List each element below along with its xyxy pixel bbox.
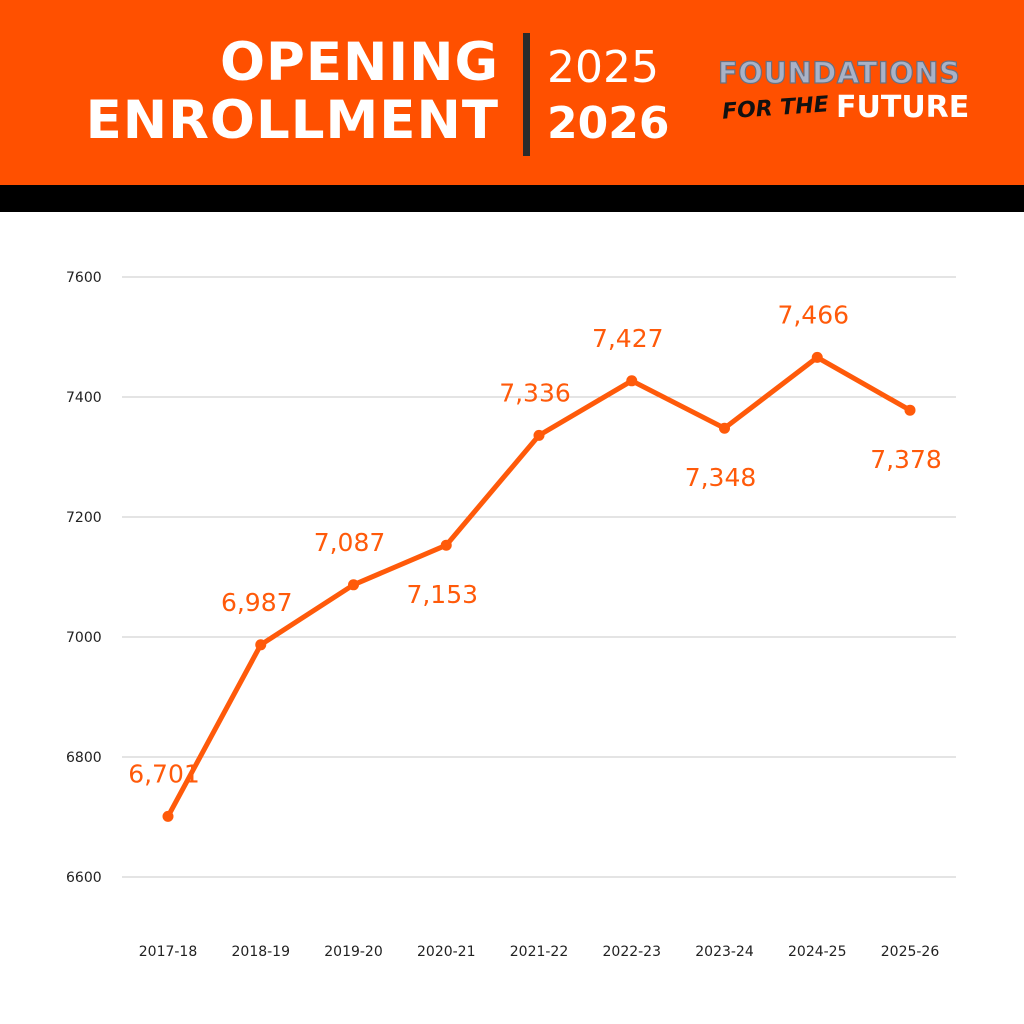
x-tick-label: 2023-24 (695, 944, 754, 960)
data-label: 7,336 (499, 378, 571, 407)
data-point (904, 404, 916, 416)
data-point (440, 539, 452, 551)
x-tick-label: 2021-22 (510, 944, 569, 960)
title-divider (523, 33, 530, 156)
y-tick-label: 6800 (66, 750, 102, 766)
x-tick-label: 2017-18 (139, 944, 198, 960)
page-title: OPENING ENROLLMENT (86, 34, 499, 150)
year-end: 2026 (547, 98, 670, 149)
data-label: 7,153 (406, 580, 478, 609)
school-year: 2025 2026 (547, 40, 669, 152)
data-point (533, 429, 545, 441)
x-tick-label: 2019-20 (324, 944, 383, 960)
header-banner (0, 0, 1024, 185)
data-point (719, 422, 730, 434)
data-point (162, 810, 174, 822)
y-tick-label: 7200 (66, 510, 102, 526)
data-point (626, 375, 638, 387)
header-stripe (0, 185, 1024, 212)
x-tick-label: 2018-19 (232, 944, 291, 960)
data-label: 7,427 (592, 324, 664, 353)
title-line-enrollment: ENROLLMENT (85, 90, 499, 151)
data-point (348, 579, 359, 591)
year-start: 2025 (547, 42, 659, 93)
data-label: 7,087 (314, 528, 386, 557)
logo-foundations-text: FOUNDATIONS (717, 55, 961, 90)
data-point (811, 351, 823, 363)
data-label: 7,348 (685, 463, 757, 492)
x-tick-label: 2022-23 (603, 944, 662, 960)
data-label: 6,701 (128, 759, 200, 788)
data-label: 6,987 (221, 588, 293, 617)
y-tick-label: 7400 (66, 390, 102, 406)
title-line-opening: OPENING (219, 32, 499, 93)
y-tick-label: 7000 (66, 630, 102, 646)
logo-future-text: FUTURE (836, 90, 970, 125)
y-tick-label: 7600 (66, 270, 102, 286)
data-point (255, 639, 267, 651)
foundations-logo: FOUNDATIONS FOR THE FUTURE (712, 55, 972, 136)
x-tick-label: 2025-26 (881, 944, 940, 960)
data-label: 7,466 (777, 300, 849, 329)
data-label: 7,378 (870, 445, 942, 474)
y-tick-label: 6600 (66, 870, 102, 886)
x-tick-label: 2024-25 (788, 944, 847, 960)
x-tick-label: 2020-21 (417, 944, 476, 960)
